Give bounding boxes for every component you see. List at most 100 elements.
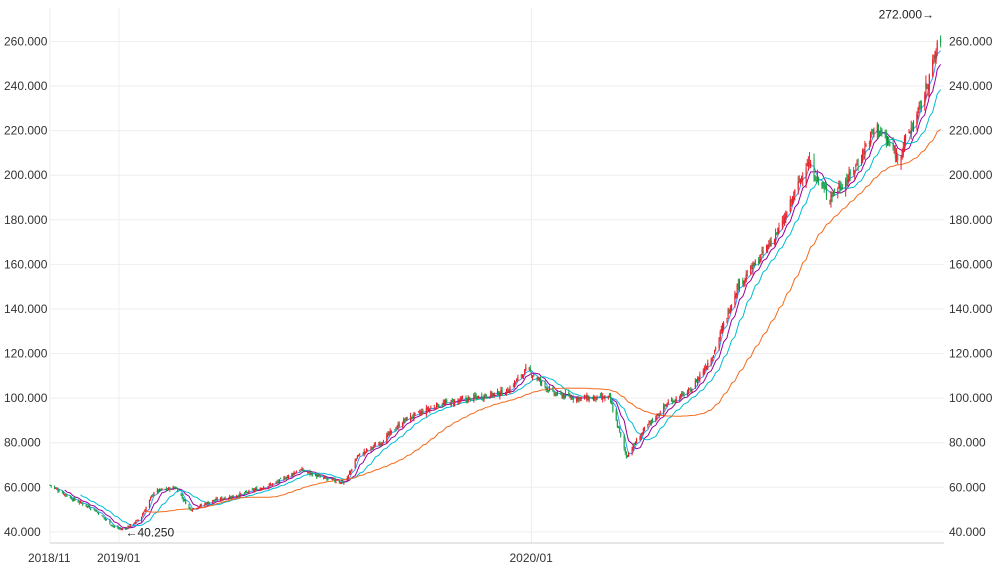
- candle-body: [539, 379, 542, 383]
- candle: [386, 432, 388, 444]
- candle-body: [317, 475, 319, 477]
- candle-body: [125, 528, 127, 530]
- candle-body: [81, 502, 83, 504]
- candle-body: [224, 497, 226, 500]
- candle-body: [235, 496, 238, 498]
- candle: [103, 517, 105, 520]
- candle: [810, 159, 812, 169]
- candle-body: [272, 483, 274, 485]
- candle: [754, 259, 756, 266]
- candle-body: [778, 227, 780, 229]
- candle: [607, 395, 609, 400]
- candle: [129, 524, 131, 528]
- candle-body: [825, 188, 828, 197]
- candle-body: [473, 395, 475, 401]
- candle-body: [252, 489, 254, 491]
- candle: [311, 472, 313, 477]
- candle-body: [830, 195, 832, 203]
- candle-body: [191, 509, 193, 511]
- candle: [246, 490, 248, 493]
- candle-body: [814, 176, 816, 181]
- candle: [380, 442, 382, 447]
- candle: [466, 397, 468, 404]
- candle-body: [215, 498, 217, 500]
- candle-body: [674, 400, 676, 402]
- candle-body: [529, 368, 531, 372]
- candle: [631, 446, 633, 456]
- candle-body: [267, 485, 269, 488]
- candle-body: [315, 474, 317, 476]
- y-tick-label-left: 260.000: [4, 34, 48, 48]
- candle: [405, 417, 407, 421]
- candle-body: [370, 446, 372, 450]
- candle: [196, 507, 198, 510]
- candle-body: [396, 427, 398, 429]
- candle-body: [445, 400, 447, 404]
- candle: [588, 395, 590, 403]
- candle: [673, 400, 675, 402]
- candle-body: [918, 105, 920, 110]
- candle: [552, 386, 554, 393]
- candle-body: [683, 392, 685, 397]
- candle: [879, 130, 881, 136]
- candle-body: [374, 444, 377, 447]
- candle-body: [302, 469, 304, 472]
- candle-body: [615, 410, 617, 421]
- candle-body: [207, 502, 209, 504]
- candle: [545, 386, 547, 393]
- candle-body: [855, 164, 857, 168]
- candle-body: [481, 395, 483, 399]
- candle-body: [767, 245, 769, 249]
- candle-body: [238, 495, 240, 497]
- candle-body: [57, 489, 59, 492]
- candle-body: [753, 263, 755, 267]
- candle-body: [429, 408, 431, 411]
- candle-body: [135, 520, 137, 524]
- candle: [718, 337, 720, 351]
- candle-body: [491, 392, 493, 396]
- candle: [521, 374, 523, 379]
- candle-body: [381, 442, 383, 444]
- candle: [143, 511, 145, 515]
- candle: [680, 393, 682, 400]
- candle: [370, 446, 372, 452]
- candle: [452, 398, 455, 407]
- candle-body: [56, 488, 58, 490]
- candle: [894, 145, 896, 163]
- candle: [152, 493, 154, 497]
- candle-body: [719, 332, 721, 339]
- candle: [459, 396, 461, 403]
- candle-body: [894, 148, 896, 159]
- candle: [231, 495, 233, 499]
- candle: [367, 449, 369, 452]
- candle: [50, 484, 52, 488]
- candle: [599, 392, 601, 397]
- candle-body: [237, 495, 239, 497]
- candle-body: [346, 478, 348, 482]
- high-annotation: 272.000→: [879, 8, 934, 22]
- candle: [173, 486, 175, 489]
- candle-body: [239, 493, 241, 497]
- candle-body: [382, 441, 384, 443]
- candle: [357, 454, 360, 457]
- candle-body: [936, 42, 938, 50]
- candle: [208, 502, 210, 505]
- candle: [224, 496, 226, 500]
- candle: [917, 107, 919, 120]
- candle-body: [689, 388, 691, 390]
- candle: [442, 399, 444, 406]
- candle-body: [501, 389, 503, 396]
- candle: [880, 126, 882, 137]
- candle: [426, 406, 429, 413]
- candle-body: [690, 389, 692, 393]
- candle: [331, 478, 334, 481]
- candle-body: [380, 443, 382, 445]
- candle-body: [619, 427, 621, 432]
- candle-body: [390, 430, 392, 433]
- candle: [63, 491, 65, 495]
- candle: [918, 101, 920, 114]
- candle-body: [706, 366, 708, 370]
- candle: [762, 246, 764, 258]
- candle-body: [443, 402, 446, 404]
- candle-body: [570, 396, 572, 399]
